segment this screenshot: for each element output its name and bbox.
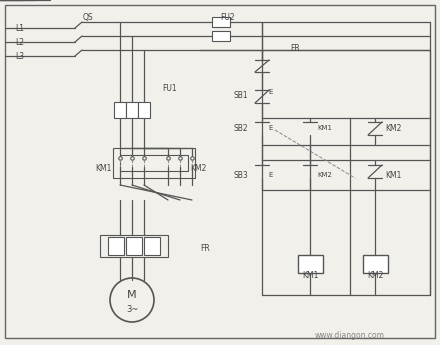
- Text: E: E: [269, 172, 273, 178]
- Text: L3: L3: [15, 51, 25, 60]
- Bar: [144, 237, 160, 255]
- Text: FU2: FU2: [221, 12, 235, 21]
- Text: KM1: KM1: [385, 170, 401, 179]
- Bar: [108, 237, 124, 255]
- Bar: [120, 155, 188, 171]
- Bar: [363, 255, 388, 273]
- Text: FR: FR: [290, 43, 300, 52]
- Text: E: E: [269, 125, 273, 131]
- Text: L1: L1: [15, 23, 25, 32]
- Text: SB2: SB2: [233, 124, 248, 132]
- Text: FR: FR: [200, 244, 210, 253]
- Text: QS: QS: [83, 12, 93, 21]
- Bar: [126, 102, 138, 118]
- Text: KM2: KM2: [190, 164, 206, 172]
- Bar: [100, 235, 168, 257]
- Text: KM1: KM1: [302, 270, 318, 279]
- Text: SB1: SB1: [233, 90, 248, 99]
- Text: 3~: 3~: [126, 305, 138, 314]
- Text: KM2: KM2: [385, 124, 401, 132]
- Text: M: M: [127, 290, 137, 300]
- Text: SB3: SB3: [233, 170, 248, 179]
- Bar: [138, 102, 150, 118]
- Text: KM2: KM2: [367, 270, 383, 279]
- Text: KM1: KM1: [318, 125, 333, 131]
- Bar: [113, 148, 195, 178]
- Bar: [114, 102, 126, 118]
- Bar: [212, 17, 230, 27]
- Text: KM1: KM1: [95, 164, 111, 172]
- Text: KM2: KM2: [318, 172, 333, 178]
- Text: FU1: FU1: [162, 83, 176, 92]
- Bar: [126, 237, 142, 255]
- Text: www.diangon.com: www.diangon.com: [315, 332, 385, 341]
- Text: L2: L2: [15, 38, 25, 47]
- Bar: [212, 31, 230, 41]
- Text: E: E: [269, 89, 273, 95]
- Bar: [298, 255, 323, 273]
